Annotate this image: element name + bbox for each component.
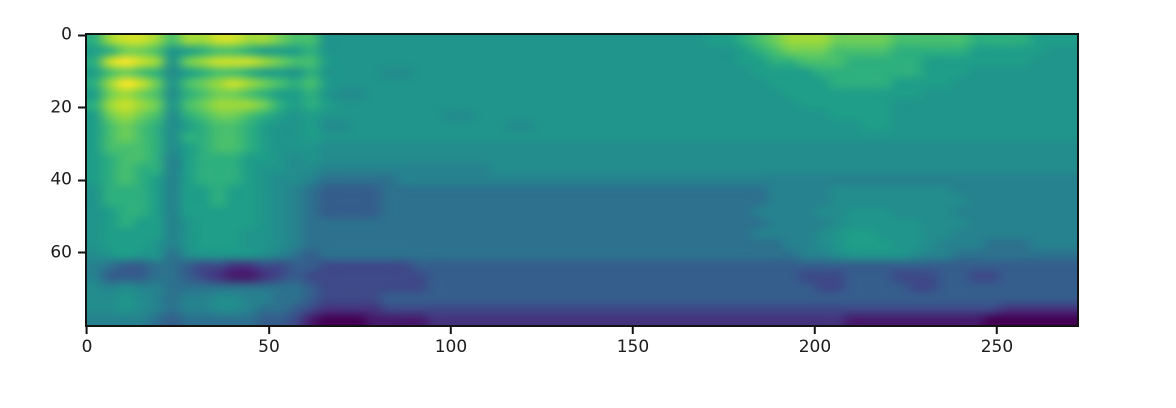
x-tick-mark (995, 327, 998, 334)
x-tick-100: 100 (435, 325, 467, 356)
plot-area: 0 50 100 150 200 250 0 20 (50, 26, 1079, 356)
x-tick-label: 250 (980, 337, 1014, 357)
x-tick-mark (85, 327, 88, 334)
x-tick-label: 150 (616, 337, 650, 357)
x-tick-mark (267, 327, 270, 334)
x-tick-200: 200 (799, 325, 831, 356)
x-tick-label: 200 (798, 337, 832, 357)
y-tick-label: 60 (50, 242, 72, 262)
x-tick-label: 0 (81, 337, 93, 357)
x-tick-0: 0 (81, 325, 93, 357)
x-tick-label: 50 (258, 337, 280, 357)
y-tick-mark (78, 179, 85, 181)
x-tick-mark (813, 327, 816, 334)
x-tick-250: 250 (981, 325, 1013, 356)
y-tick-40: 40 (50, 169, 87, 190)
y-tick-mark (78, 251, 85, 254)
x-tick-150: 150 (617, 325, 649, 356)
y-tick-20: 20 (50, 99, 87, 116)
y-tick-label: 20 (50, 97, 72, 117)
y-tick-60: 60 (50, 244, 87, 261)
y-tick-label: 40 (50, 169, 72, 190)
heatmap-canvas (87, 35, 1077, 325)
x-tick-mark (449, 327, 452, 334)
x-tick-50: 50 (258, 325, 280, 356)
y-tick-0: 0 (61, 24, 87, 45)
y-tick-mark (78, 34, 85, 36)
x-tick-label: 100 (434, 337, 468, 357)
y-tick-mark (78, 106, 85, 109)
y-tick-label: 0 (61, 24, 72, 45)
x-tick-mark (631, 327, 634, 334)
